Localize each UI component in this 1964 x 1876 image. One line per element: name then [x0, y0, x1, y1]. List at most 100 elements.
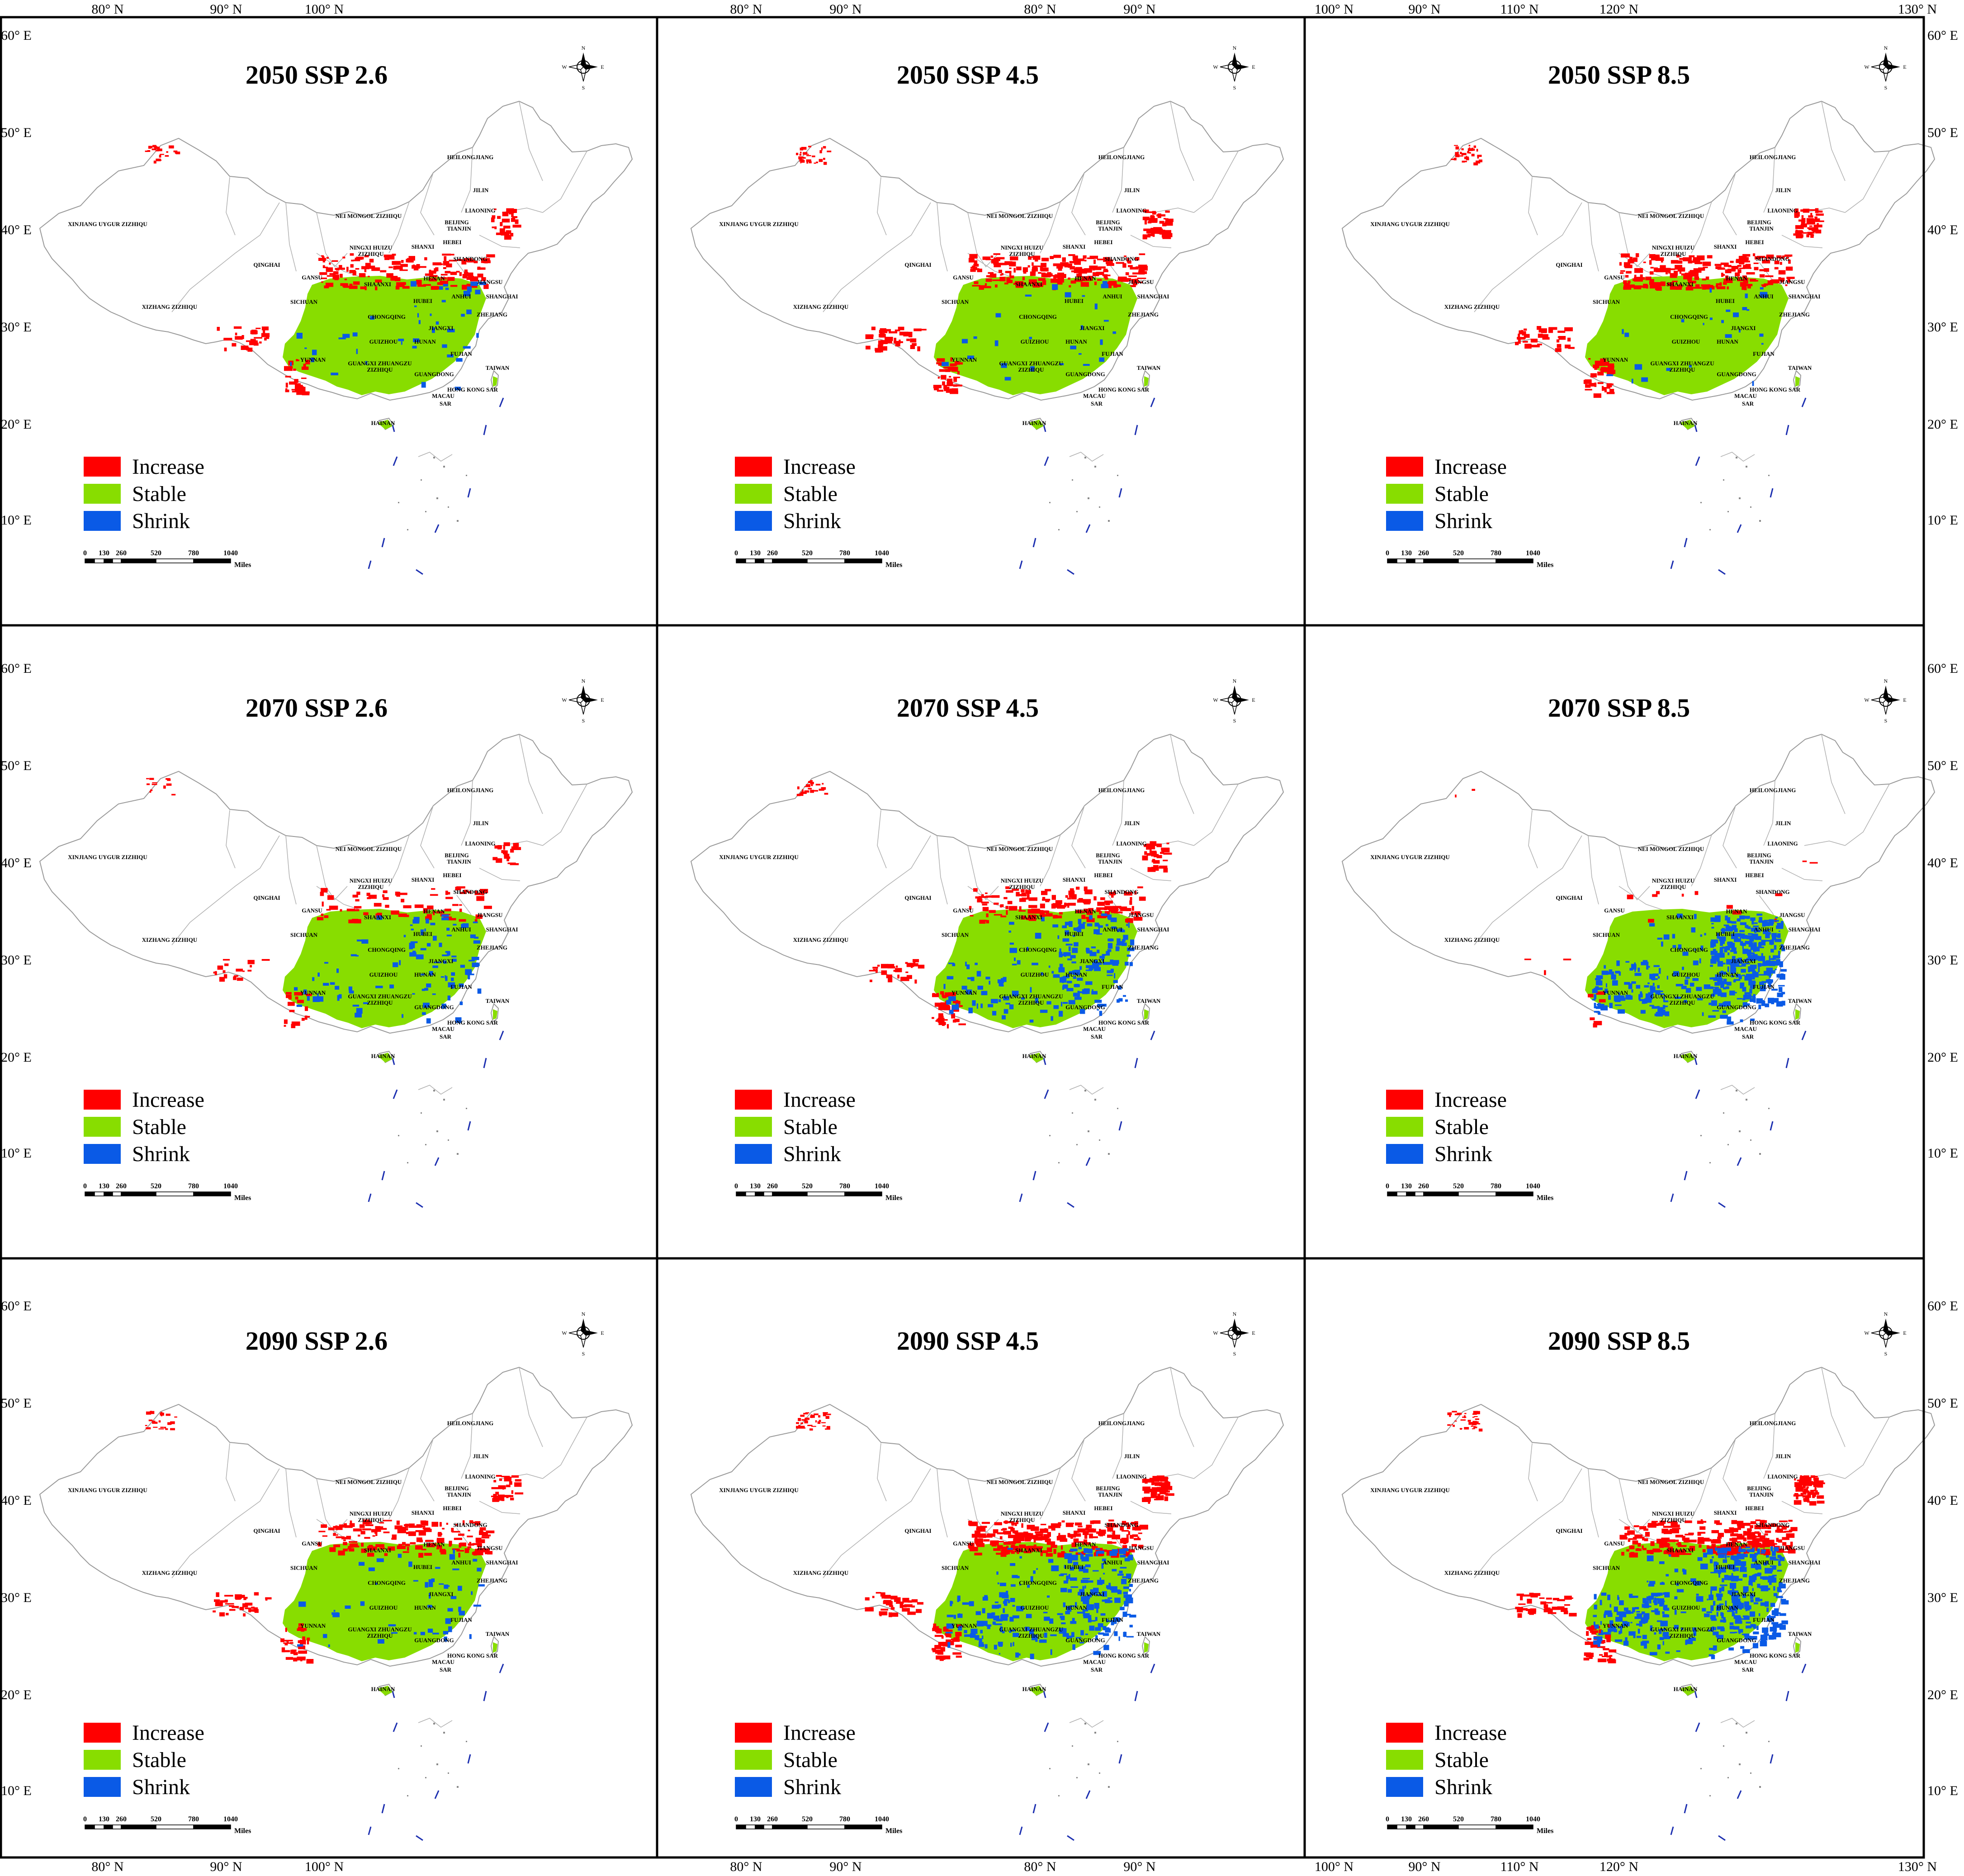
- province-label: JILIN: [1124, 820, 1140, 827]
- legend-label: Shrink: [783, 1142, 841, 1166]
- province-label: TIANJIN: [447, 225, 471, 232]
- scale-tick: 0: [83, 1182, 87, 1190]
- province-label: CHONGQING: [368, 946, 406, 953]
- legend-swatch: [1386, 1144, 1423, 1164]
- map-panel: XINJIANG UYGUR ZIZHIQU XIZHANG ZIZHIQU QIN…: [39, 678, 633, 1208]
- province-label: HONG KONG SAR: [1750, 1652, 1801, 1659]
- province-label: SICHUAN: [942, 931, 969, 938]
- province-label: HUBEI: [1065, 1564, 1084, 1570]
- panel-title: 2090 SSP 8.5: [1548, 1326, 1690, 1356]
- y-tick-label: 40° E: [1, 855, 32, 870]
- y-tick-label: 60° E: [1927, 1299, 1958, 1314]
- increase-area: [796, 146, 1174, 394]
- scale-segment: [156, 1191, 194, 1196]
- province-labels: XINJIANG UYGUR ZIZHIQU XIZHANG ZIZHIQU QIN…: [68, 787, 518, 1059]
- province-label: GUIZHOU: [1672, 971, 1700, 978]
- compass-e: E: [601, 64, 604, 70]
- scale-unit: Miles: [234, 1827, 251, 1835]
- increase-area: [1451, 145, 1824, 398]
- x-tick-label: 80° N: [730, 2, 762, 17]
- scale-unit: Miles: [234, 1194, 251, 1202]
- right-y-axis: 60° E 50° E 40° E 30° E 20° E 10° E 60° …: [1927, 28, 1958, 1798]
- province-label: MACAU: [432, 1025, 454, 1032]
- scale-segment: [121, 1824, 156, 1829]
- province-label: ANHUI: [1103, 926, 1122, 933]
- legend-swatch: [84, 1777, 121, 1797]
- province-label: CHONGQING: [368, 313, 406, 320]
- province-label: ZIZHIQU: [1660, 884, 1686, 890]
- province-label: TAIWAN: [1788, 1630, 1812, 1637]
- scale-segment: [193, 1191, 231, 1196]
- legend-label: Stable: [132, 482, 186, 506]
- province-label: TAIWAN: [1137, 997, 1161, 1004]
- province-label: JIANGSU: [1128, 912, 1154, 918]
- province-label: ZIZHIQU: [358, 884, 384, 890]
- compass-w: W: [562, 1330, 567, 1336]
- province-label: TIANJIN: [447, 1491, 471, 1498]
- x-tick-label: 90° N: [1123, 1859, 1155, 1874]
- y-tick-label: 10° E: [1927, 1783, 1958, 1798]
- province-label: XINJIANG UYGUR ZIZHIQU: [1370, 1487, 1450, 1493]
- compass-n: N: [1884, 45, 1888, 51]
- province-label: HUBEI: [1716, 931, 1735, 937]
- province-label: ZIZHIQU: [1009, 884, 1035, 890]
- y-tick-label: 40° E: [1927, 222, 1958, 237]
- province-label: GUANGDONG: [1065, 1004, 1105, 1011]
- increase-area: [145, 1411, 524, 1664]
- x-tick-label: 80° N: [91, 1859, 123, 1874]
- province-label: HUNAN: [1065, 1604, 1087, 1611]
- legend: Increase Stable Shrink: [1386, 1088, 1507, 1166]
- legend-swatch: [1386, 1777, 1423, 1797]
- scale-unit: Miles: [1537, 1827, 1553, 1835]
- scale-tick: 130: [750, 1182, 761, 1190]
- province-label: HEILONGJIANG: [447, 787, 494, 794]
- panel-title: 2070 SSP 4.5: [897, 693, 1039, 723]
- shrink-area: [1592, 913, 1787, 1025]
- scale-segment: [193, 1824, 231, 1829]
- scale-segment: [94, 1824, 104, 1829]
- compass-n: N: [1884, 1311, 1888, 1317]
- province-label: FUJIAN: [450, 350, 472, 357]
- legend: Increase Stable Shrink: [84, 455, 204, 533]
- scale-segment: [1495, 558, 1533, 563]
- y-tick-label: 10° E: [1, 1146, 32, 1161]
- province-label: ZHEJIANG: [1779, 311, 1810, 318]
- province-label: LIAONING: [1767, 207, 1798, 214]
- y-tick-label: 60° E: [1927, 661, 1958, 676]
- scale-segment: [85, 558, 95, 563]
- x-tick-label: 100° N: [1315, 2, 1354, 17]
- province-label: HENAN: [424, 1541, 445, 1548]
- y-tick-label: 60° E: [1927, 28, 1958, 43]
- y-tick-label: 30° E: [1, 1590, 32, 1605]
- province-label: CHONGQING: [1019, 313, 1057, 320]
- province-label: HEBEI: [1094, 239, 1112, 246]
- scale-tick: 130: [1401, 549, 1412, 557]
- province-label: GUANGDONG: [1717, 1004, 1756, 1011]
- province-label: LIAONING: [1767, 1473, 1798, 1480]
- x-tick-label: 130° N: [1898, 1859, 1937, 1874]
- province-label: JILIN: [1124, 187, 1140, 194]
- scale-segment: [94, 1191, 104, 1196]
- legend-swatch: [735, 1777, 772, 1797]
- compass-n: N: [1233, 1311, 1237, 1317]
- province-label: ANHUI: [451, 926, 471, 933]
- scale-segment: [736, 558, 746, 563]
- province-label: SAR: [1091, 1033, 1103, 1040]
- province-label: HAINAN: [1022, 1053, 1046, 1059]
- scale-segment: [807, 558, 845, 563]
- scale-tick: 260: [1418, 1815, 1429, 1823]
- legend-label: Stable: [783, 1115, 838, 1139]
- scale-tick: 1040: [875, 1182, 889, 1190]
- province-label: SHANDONG: [1756, 888, 1789, 895]
- province-label: YUNNAN: [951, 356, 977, 363]
- province-label: SHANXI: [412, 876, 435, 883]
- compass-w: W: [562, 697, 567, 703]
- scale-unit: Miles: [885, 1827, 902, 1835]
- scale-segment: [1458, 558, 1496, 563]
- north-arrow-icon: N S W E: [562, 1311, 604, 1357]
- province-label: HAINAN: [1674, 420, 1698, 426]
- province-label: ZIZHIQU: [1669, 1632, 1695, 1639]
- province-label: TAIWAN: [1137, 1630, 1161, 1637]
- province-label: BEIJING: [445, 1485, 469, 1492]
- province-label: TIANJIN: [1749, 1491, 1774, 1498]
